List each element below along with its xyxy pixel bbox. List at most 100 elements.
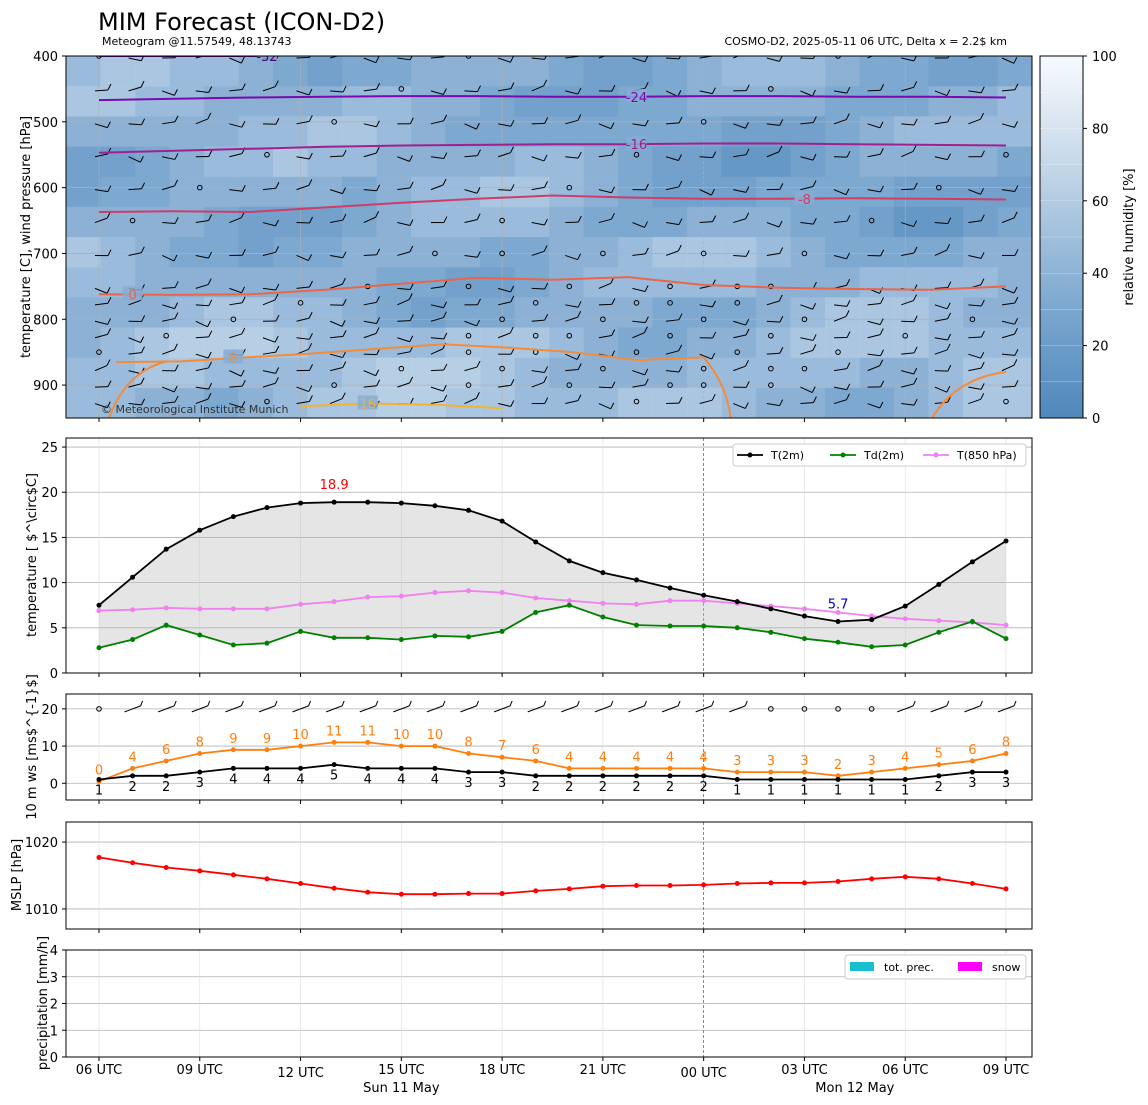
wind-barb-feather — [879, 401, 884, 409]
wind-barb — [867, 353, 881, 357]
wind-barb-feather — [207, 320, 212, 327]
wind-panel: 04 6 8 9 9 10 11 11 10 10 8 7 6 4 4 4 4 4 3 3 3 2 3 4 5 6 81 2 2 3 4 4 4… — [25, 674, 1033, 820]
humidity-cell — [687, 237, 722, 268]
mean-value-label: 1 — [800, 784, 808, 799]
wind-barb — [397, 251, 410, 256]
wind-barb — [296, 337, 310, 340]
wind-barb-feather — [341, 320, 346, 327]
wind-mean-point — [331, 762, 337, 768]
wind-barb-feather — [611, 84, 616, 92]
copyright-text: © Meteorological Institute Munich — [101, 403, 288, 416]
colorbar-tick-label: 0 — [1092, 412, 1100, 427]
wind-barb-feather — [140, 246, 145, 253]
t850-point — [533, 595, 539, 601]
humidity-cell — [997, 387, 1032, 418]
isotherm-label-bg — [357, 395, 378, 410]
wind-barb-feather — [544, 397, 549, 404]
mslp-point — [1003, 886, 1009, 892]
wind-barb-feather — [744, 402, 749, 409]
humidity-cell — [549, 56, 584, 87]
wind-barb — [397, 57, 411, 61]
y-tick-label: 15 — [41, 531, 58, 546]
t850-point — [869, 613, 875, 619]
humidity-cell — [721, 387, 757, 418]
wind-barb — [565, 56, 579, 59]
wind-barb-feather — [1014, 83, 1019, 90]
temperature-frame — [65, 437, 1033, 674]
gust-value-label: 3 — [733, 754, 741, 769]
wind-barb — [968, 90, 982, 94]
td2m-point — [466, 634, 472, 640]
wind-barb-feather — [879, 148, 884, 155]
td2m-point — [835, 639, 841, 645]
wind-barb-feather — [812, 281, 817, 289]
calm-wind-marker — [700, 119, 707, 125]
wind-barb-feather — [678, 313, 683, 320]
gust-value-label: 10 — [292, 728, 309, 743]
wind-barb — [296, 184, 310, 191]
wind-barb — [531, 250, 545, 256]
isotherm-label: 0 — [128, 288, 136, 303]
wind-barb — [766, 352, 780, 355]
wind-barb-feather — [173, 385, 178, 393]
wind-gust-point — [936, 762, 942, 768]
wind-barb-feather — [711, 87, 716, 94]
humidity-cell — [756, 267, 791, 298]
t2m-point — [734, 599, 740, 605]
humidity-cell — [894, 176, 929, 208]
wind-barb-feather — [980, 383, 985, 390]
humidity-cell — [100, 86, 136, 117]
wind-barb-feather — [275, 367, 280, 374]
wind-barb-feather — [745, 212, 750, 219]
t2m-point — [1003, 538, 1009, 544]
td2m-point — [96, 645, 102, 651]
wind-barb — [934, 121, 948, 125]
wind-barb — [930, 705, 947, 713]
humidity-cell — [756, 237, 791, 268]
wind-barb — [128, 299, 141, 306]
wind-barb — [565, 254, 578, 261]
wind-barb — [229, 217, 242, 224]
wind-barb — [124, 705, 141, 713]
wind-barb — [766, 300, 780, 306]
t850-point — [197, 606, 203, 612]
wind-barb-feather — [913, 81, 918, 88]
wind-barb — [968, 220, 982, 224]
humidity-cell — [652, 116, 688, 147]
wind-barb-feather — [342, 85, 347, 93]
wind-barb — [94, 153, 108, 158]
y-tick-label: 2 — [50, 998, 58, 1013]
wind-barb-feather — [745, 122, 749, 129]
isotherm-label-bg — [626, 88, 647, 103]
wind-barb — [968, 304, 982, 307]
wind-barb — [363, 57, 377, 64]
wind-barb-feather — [409, 314, 414, 321]
td2m-point — [600, 614, 606, 620]
humidity-cell — [445, 237, 481, 268]
wind-barb-feather — [408, 293, 413, 300]
humidity-cell — [963, 237, 998, 268]
wind-barb-feather — [106, 121, 111, 128]
wind-gust-point — [163, 758, 169, 764]
wind-barb — [766, 57, 780, 62]
wind-barb-feather — [141, 398, 145, 406]
wind-barb-feather — [140, 377, 145, 384]
wind-barb — [666, 122, 680, 125]
wind-barb-feather — [947, 115, 952, 123]
wind-barb-feather — [475, 122, 480, 130]
humidity-cell — [273, 86, 308, 117]
x-tick-label: 06 UTC — [882, 1063, 928, 1078]
humidity-cell — [135, 86, 170, 117]
wind-barb-feather — [812, 180, 817, 187]
wind-barb-feather — [947, 281, 952, 288]
wind-barb — [901, 300, 914, 306]
wind-barb — [195, 220, 209, 224]
wind-barb-feather — [610, 700, 614, 707]
humidity-cell — [342, 297, 377, 328]
wind-barb-feather — [241, 379, 246, 387]
wind-barb-feather — [544, 282, 549, 290]
humidity-cell — [618, 237, 653, 268]
wind-barb-feather — [375, 146, 380, 154]
mslp-point — [734, 881, 740, 887]
wind-barb-feather — [611, 350, 616, 357]
